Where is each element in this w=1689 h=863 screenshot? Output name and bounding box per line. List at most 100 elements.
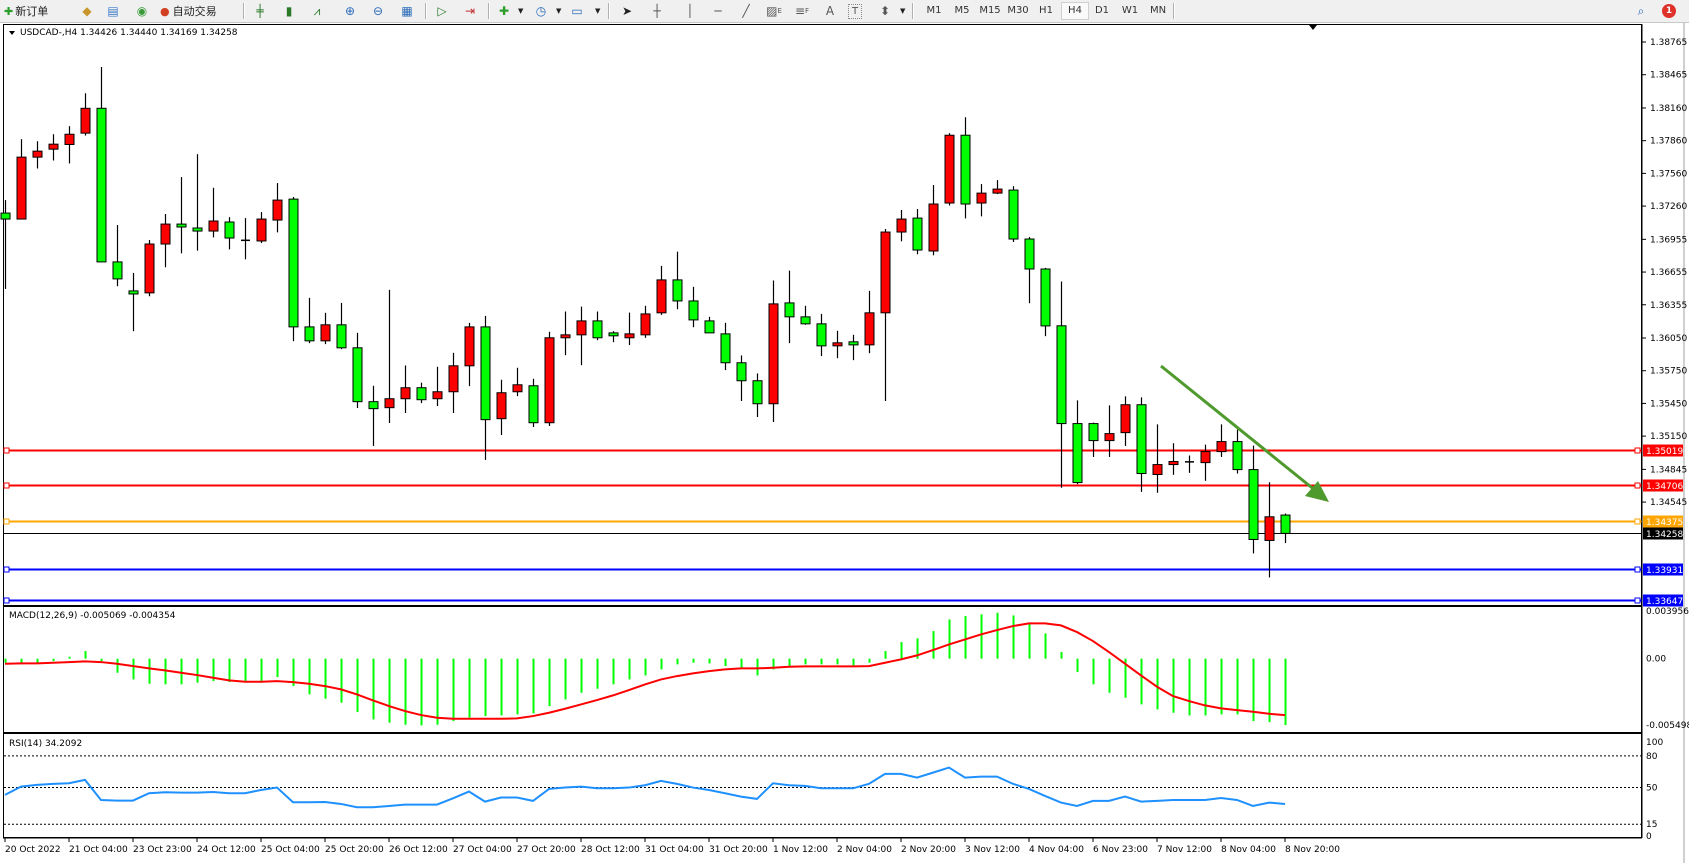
signals-icon[interactable]: ◉ [136,4,148,18]
symbol-menu-icon[interactable] [9,31,15,35]
arrows-icon[interactable]: ⬍ [879,4,891,18]
zoom-in-icon[interactable]: ⊕ [344,4,356,18]
templates-icon[interactable]: ✚ [498,4,510,18]
timeframe-m30[interactable]: M30 [1007,5,1029,16]
auto-scroll-icon[interactable]: ▷ [437,4,447,18]
candle-body-bull [976,192,987,204]
candle [608,331,619,343]
macd-label: MACD(12,26,9) -0.005069 -0.004354 [9,611,176,621]
indicators-dropdown-icon[interactable]: ▼ [595,7,601,15]
candle [0,200,11,289]
level-handle[interactable] [3,447,10,454]
candle [944,133,955,206]
level-price-tag [1643,515,1683,528]
candle-body-bear [128,290,139,295]
candle-body-bull [544,337,555,424]
zoom-out-icon[interactable]: ⊖ [372,4,384,18]
candle [224,217,235,250]
candle-body-bull [640,313,651,336]
timeframe-d1[interactable]: D1 [1094,5,1110,16]
candle-body-bull [256,218,267,242]
chart-shift-marker-icon[interactable] [1309,25,1317,30]
level-handle[interactable] [3,518,10,525]
timeframe-m5[interactable]: M5 [954,5,970,16]
toolbar-separator [425,3,427,19]
trend-arrow-line[interactable] [1160,364,1317,493]
periodicity-icon[interactable]: ◷ [535,4,547,18]
timeframe-m1[interactable]: M1 [926,5,942,16]
macd-axis-label: -0.005498 [1646,721,1689,731]
candle [512,367,523,397]
vertical-line-icon[interactable]: │ [686,4,694,18]
price-tick-label: 1.36655 [1650,268,1687,278]
candle [1185,455,1194,473]
fibonacci-icon[interactable]: ≡ F [794,4,810,18]
line-chart-icon[interactable]: ⩘ [313,3,321,18]
horizontal-line-icon[interactable]: ─ [714,4,722,18]
arrows-dropdown-icon[interactable]: ▼ [900,7,906,15]
new-order-button[interactable]: ✚ 新订单 [4,2,48,20]
level-handle[interactable] [1634,566,1641,573]
candle [640,305,651,338]
candle-body-bull [896,218,907,233]
candle [288,197,299,342]
candle [1168,443,1179,475]
text-icon[interactable]: A [820,2,840,20]
price-tick-label: 1.34545 [1650,498,1687,508]
history-icon[interactable]: ◆ [82,4,92,18]
trend-line-icon[interactable]: ╱ [742,4,750,18]
horizontal-levels [3,447,1642,604]
level-price-label: 1.35019 [1646,447,1683,457]
candle-body-bull [768,303,779,405]
candlestick-icon[interactable]: ▮ [285,4,293,18]
auto-trading-button[interactable]: ● 自动交易 [160,2,217,20]
timeframe-m15[interactable]: M15 [979,5,1001,16]
level-handle[interactable] [1634,482,1641,489]
candle-body-bull [880,231,891,314]
time-tick-label: 27 Oct 04:00 [453,845,512,855]
toolbar-separator [912,3,914,19]
trend-arrow[interactable] [1160,364,1329,502]
templates-dropdown-icon[interactable]: ▼ [518,7,524,15]
text-label-icon[interactable]: T [848,4,862,19]
candle-body-bear [112,261,123,280]
level-handle[interactable] [3,597,10,604]
level-handle[interactable] [1634,518,1641,525]
timeframe-w1[interactable]: W1 [1121,5,1139,16]
fibonacci-channel-icon[interactable]: ▨ E [766,4,782,18]
candle [1120,396,1131,446]
candle-body-bull [32,150,43,158]
level-handle[interactable] [1634,597,1641,604]
level-price-tag [1643,563,1683,576]
level-handle[interactable] [3,566,10,573]
chart-shift-icon[interactable]: ⇥ [464,4,476,18]
toolbar-separator [243,3,245,19]
time-axis: 20 Oct 2022 21 Oct 04:00 23 Oct 23:00 24 Oc… [4,838,1340,855]
candle-body-bear [528,385,539,424]
candle [672,251,683,310]
data-window-icon[interactable]: ▤ [107,4,119,18]
periodicity-dropdown-icon[interactable]: ▼ [556,7,562,15]
candle [832,330,843,359]
notification-button[interactable]: 1 [1660,2,1678,20]
time-tick-label: 7 Nov 12:00 [1157,845,1212,855]
level-handle[interactable] [1634,447,1641,454]
indicators-icon[interactable]: ▭ [571,4,583,18]
candle-body-bear [176,223,187,228]
timeframe-h4[interactable]: H4 [1061,2,1089,20]
search-icon[interactable]: ⌕ [1637,3,1645,18]
crosshair-icon[interactable]: ┼ [653,4,661,18]
candle [960,117,971,219]
candle [176,177,187,254]
candle-body-bull [624,333,635,339]
candle [688,286,699,328]
timeframe-mn[interactable]: MN [1149,5,1167,16]
cursor-icon[interactable]: ➤ [621,4,633,18]
bar-chart-icon[interactable]: ╪ [256,4,264,18]
tile-windows-icon[interactable]: ▦ [401,4,413,18]
time-tick-label: 3 Nov 12:00 [965,845,1020,855]
level-handle[interactable] [3,482,10,489]
candle [64,126,75,164]
timeframe-h1[interactable]: H1 [1039,5,1053,16]
